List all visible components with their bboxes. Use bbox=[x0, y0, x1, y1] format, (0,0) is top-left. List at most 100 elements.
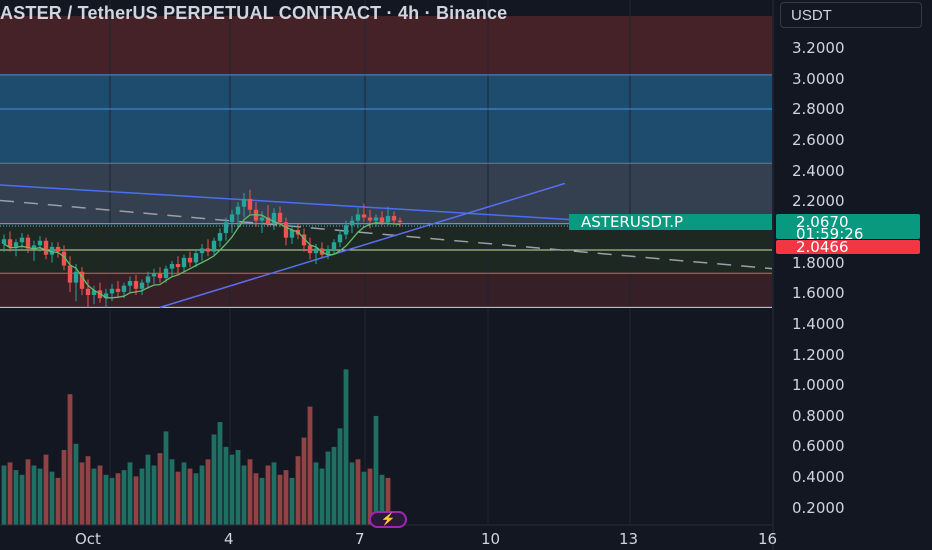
volume-bar bbox=[193, 473, 199, 525]
candle-body bbox=[289, 229, 295, 238]
candle-body bbox=[331, 242, 337, 251]
candle-body bbox=[7, 239, 13, 247]
candle-body bbox=[343, 225, 349, 235]
candle-body bbox=[73, 271, 79, 283]
candle-body bbox=[199, 248, 205, 254]
volume-bar bbox=[235, 450, 241, 525]
candle-body bbox=[283, 222, 289, 238]
volume-bar bbox=[337, 428, 343, 525]
volume-bar bbox=[25, 459, 31, 525]
candle-body bbox=[211, 240, 217, 252]
volume-bar bbox=[241, 465, 247, 525]
candle-body bbox=[385, 215, 391, 223]
volume-bar bbox=[373, 415, 379, 525]
price-axis-label: 1.6000 bbox=[792, 284, 845, 303]
volume-bar bbox=[253, 473, 259, 525]
candle-body bbox=[79, 271, 85, 289]
volume-bar bbox=[355, 459, 361, 525]
candle-body bbox=[109, 288, 115, 294]
candle-body bbox=[187, 257, 193, 263]
volume-bar bbox=[55, 477, 61, 525]
volume-bar bbox=[163, 431, 169, 525]
candle-body bbox=[19, 237, 25, 243]
candle-body bbox=[259, 217, 265, 221]
zone-range bbox=[0, 223, 772, 274]
candle-body bbox=[127, 281, 133, 286]
volume-bar bbox=[121, 470, 127, 525]
candle-body bbox=[25, 237, 31, 249]
candle-body bbox=[247, 198, 253, 210]
volume-bar bbox=[265, 465, 271, 525]
time-axis-label: Oct bbox=[75, 530, 101, 548]
candle-body bbox=[55, 246, 61, 252]
volume-bar bbox=[73, 443, 79, 525]
candle-body bbox=[313, 248, 319, 254]
volume-bar bbox=[313, 462, 319, 525]
last-price-value: 2.0670 bbox=[796, 213, 849, 231]
volume-bar bbox=[343, 369, 349, 525]
time-axis-label: 7 bbox=[355, 530, 365, 548]
candle-body bbox=[217, 233, 223, 241]
volume-bar bbox=[139, 468, 145, 525]
volume-bar bbox=[199, 465, 205, 525]
candle-body bbox=[91, 290, 97, 295]
volume-bar bbox=[229, 454, 235, 525]
candle-body bbox=[355, 214, 361, 221]
candle-body bbox=[133, 281, 139, 289]
lightning-icon[interactable]: ⚡ bbox=[369, 511, 407, 528]
price-axis-label: 2.2000 bbox=[792, 192, 845, 211]
candle-body bbox=[301, 234, 307, 246]
ascending-trendline bbox=[159, 182, 566, 309]
price-axis-label: 1.4000 bbox=[792, 314, 845, 333]
candle-body bbox=[175, 264, 181, 268]
volume-bar bbox=[385, 477, 391, 525]
volume-bar bbox=[1, 465, 7, 525]
candle-body bbox=[1, 239, 7, 244]
candle-body bbox=[397, 220, 403, 223]
volume-bar bbox=[37, 468, 43, 525]
volume-bar bbox=[79, 462, 85, 525]
volume-bar bbox=[115, 473, 121, 525]
candle-body bbox=[265, 217, 271, 224]
volume-bar bbox=[145, 454, 151, 525]
price-axis-label: 1.0000 bbox=[792, 376, 845, 395]
moving-average-line bbox=[3, 214, 401, 299]
candle-body bbox=[181, 257, 187, 268]
candle-body bbox=[325, 250, 331, 255]
volume-bar bbox=[13, 470, 19, 525]
volume-bar bbox=[289, 477, 295, 525]
price-axis-label: 0.8000 bbox=[792, 406, 845, 425]
candle-body bbox=[139, 282, 145, 289]
volume-bar bbox=[31, 465, 37, 525]
candle-body bbox=[121, 285, 127, 292]
volume-bar bbox=[61, 450, 67, 525]
volume-bar bbox=[223, 446, 229, 525]
candle-body bbox=[13, 242, 19, 247]
currency-selector-button[interactable]: USDT bbox=[780, 2, 922, 28]
candle-body bbox=[157, 273, 163, 278]
volume-bar bbox=[127, 462, 133, 525]
volume-bar bbox=[325, 451, 331, 525]
candle-body bbox=[103, 293, 109, 299]
candle-body bbox=[277, 212, 283, 223]
volume-bar bbox=[271, 462, 277, 525]
volume-bar bbox=[49, 471, 55, 525]
zone-blue bbox=[0, 74, 772, 164]
price-axis-label: 1.8000 bbox=[792, 253, 845, 272]
candle-body bbox=[205, 248, 211, 252]
volume-bar bbox=[169, 459, 175, 525]
candle-body bbox=[391, 215, 397, 221]
volume-bar bbox=[331, 446, 337, 525]
volume-bar bbox=[175, 471, 181, 525]
volume-bar bbox=[91, 468, 97, 525]
candle-body bbox=[349, 220, 355, 226]
candle-body bbox=[223, 222, 229, 233]
volume-bar bbox=[109, 477, 115, 525]
candle-body bbox=[115, 288, 121, 292]
price-axis-label: 3.0000 bbox=[792, 69, 845, 88]
zone-resistance bbox=[0, 16, 772, 75]
candle-body bbox=[337, 234, 343, 243]
candle-body bbox=[85, 288, 91, 295]
